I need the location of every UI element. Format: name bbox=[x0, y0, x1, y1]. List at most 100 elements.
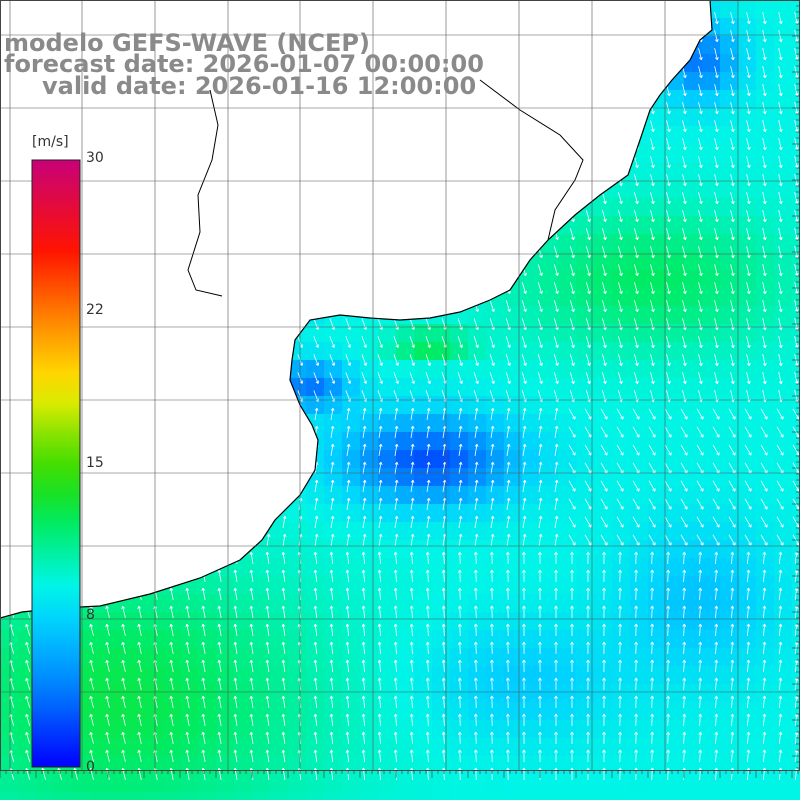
field-cell bbox=[360, 756, 379, 775]
wind-arrow bbox=[409, 372, 415, 384]
wind-arrow bbox=[393, 354, 399, 366]
field-cell bbox=[414, 450, 433, 469]
wind-arrow bbox=[377, 659, 382, 673]
wind-arrow bbox=[730, 174, 735, 187]
wind-arrow bbox=[522, 479, 527, 492]
field-cell bbox=[324, 648, 343, 667]
wind-arrow bbox=[394, 407, 399, 420]
field-cell bbox=[630, 414, 649, 433]
field-cell bbox=[792, 522, 800, 541]
wind-arrow bbox=[425, 695, 430, 709]
wind-arrow bbox=[169, 677, 174, 690]
field-cell bbox=[630, 306, 649, 325]
wind-arrow bbox=[377, 336, 383, 348]
wind-arrow bbox=[762, 569, 767, 583]
wind-arrow bbox=[730, 84, 735, 97]
forecast-date: forecast date: 2026-01-07 00:00:00 bbox=[4, 50, 484, 78]
field-cell bbox=[756, 54, 775, 73]
field-cell bbox=[144, 612, 163, 631]
wind-arrow bbox=[265, 605, 270, 618]
field-cell bbox=[792, 90, 800, 109]
wind-arrow bbox=[618, 569, 622, 583]
wind-arrow bbox=[746, 84, 751, 97]
field-cell bbox=[630, 594, 649, 613]
wind-arrow bbox=[522, 623, 526, 637]
wind-arrow bbox=[778, 300, 783, 313]
field-cell bbox=[774, 414, 793, 433]
field-cell bbox=[468, 378, 487, 397]
field-cell bbox=[522, 288, 541, 307]
field-cell bbox=[630, 288, 649, 307]
field-cell bbox=[576, 774, 595, 793]
wind-arrow bbox=[474, 407, 479, 420]
field-cell bbox=[234, 702, 253, 721]
field-cell bbox=[306, 738, 325, 757]
field-cell bbox=[450, 414, 469, 433]
field-cell bbox=[576, 702, 595, 721]
wind-arrow bbox=[584, 480, 592, 492]
wind-arrow bbox=[602, 192, 607, 205]
field-cell bbox=[198, 594, 217, 613]
field-cell bbox=[684, 720, 703, 739]
wind-arrow bbox=[602, 641, 606, 655]
field-cell bbox=[684, 270, 703, 289]
wind-arrow bbox=[233, 641, 238, 654]
field-cell bbox=[756, 666, 775, 685]
wind-arrow bbox=[746, 300, 751, 313]
field-cell bbox=[522, 396, 541, 415]
field-cell bbox=[738, 666, 757, 685]
wind-arrow bbox=[744, 426, 752, 438]
field-cell bbox=[306, 774, 325, 793]
wind-arrow bbox=[537, 282, 543, 295]
field-cell bbox=[270, 630, 289, 649]
wind-arrow bbox=[554, 695, 558, 708]
field-cell bbox=[342, 504, 361, 523]
wind-arrow bbox=[521, 372, 527, 384]
wind-arrow bbox=[169, 605, 174, 618]
field-cell bbox=[180, 630, 199, 649]
field-cell bbox=[108, 792, 127, 800]
field-cell bbox=[504, 360, 523, 379]
field-cell bbox=[666, 684, 685, 703]
wind-arrow bbox=[616, 534, 624, 546]
wind-arrow bbox=[712, 408, 720, 420]
field-cell bbox=[738, 288, 757, 307]
field-cell bbox=[414, 630, 433, 649]
wind-arrow bbox=[618, 336, 623, 349]
field-cell bbox=[576, 684, 595, 703]
field-cell bbox=[90, 684, 109, 703]
wind-arrow bbox=[313, 659, 318, 672]
wind-arrow bbox=[393, 677, 398, 691]
field-cell bbox=[306, 612, 325, 631]
field-cell bbox=[342, 540, 361, 559]
field-cell bbox=[774, 522, 793, 541]
wind-arrow bbox=[441, 623, 446, 637]
field-cell bbox=[630, 360, 649, 379]
field-cell bbox=[612, 558, 631, 577]
field-cell bbox=[720, 504, 739, 523]
field-cell bbox=[792, 216, 800, 235]
field-cell bbox=[468, 396, 487, 415]
field-cell bbox=[738, 540, 757, 559]
wind-arrow bbox=[409, 713, 414, 727]
wind-arrow bbox=[89, 713, 94, 726]
wind-arrow bbox=[632, 534, 640, 546]
wind-arrow bbox=[346, 425, 351, 438]
field-cell bbox=[396, 774, 415, 793]
field-cell bbox=[702, 162, 721, 181]
field-cell bbox=[360, 684, 379, 703]
wind-arrow bbox=[760, 426, 768, 438]
wind-arrow bbox=[696, 534, 704, 546]
field-cell bbox=[576, 738, 595, 757]
field-cell bbox=[486, 648, 505, 667]
wind-arrow bbox=[217, 731, 222, 744]
wind-arrow bbox=[762, 192, 767, 205]
wind-arrow bbox=[746, 641, 751, 655]
field-cell bbox=[612, 360, 631, 379]
field-cell bbox=[666, 360, 685, 379]
wind-arrow bbox=[441, 659, 446, 673]
wind-arrow bbox=[201, 623, 206, 636]
wind-arrow bbox=[762, 84, 767, 97]
wind-arrow bbox=[362, 515, 367, 528]
wind-arrow bbox=[698, 174, 703, 187]
